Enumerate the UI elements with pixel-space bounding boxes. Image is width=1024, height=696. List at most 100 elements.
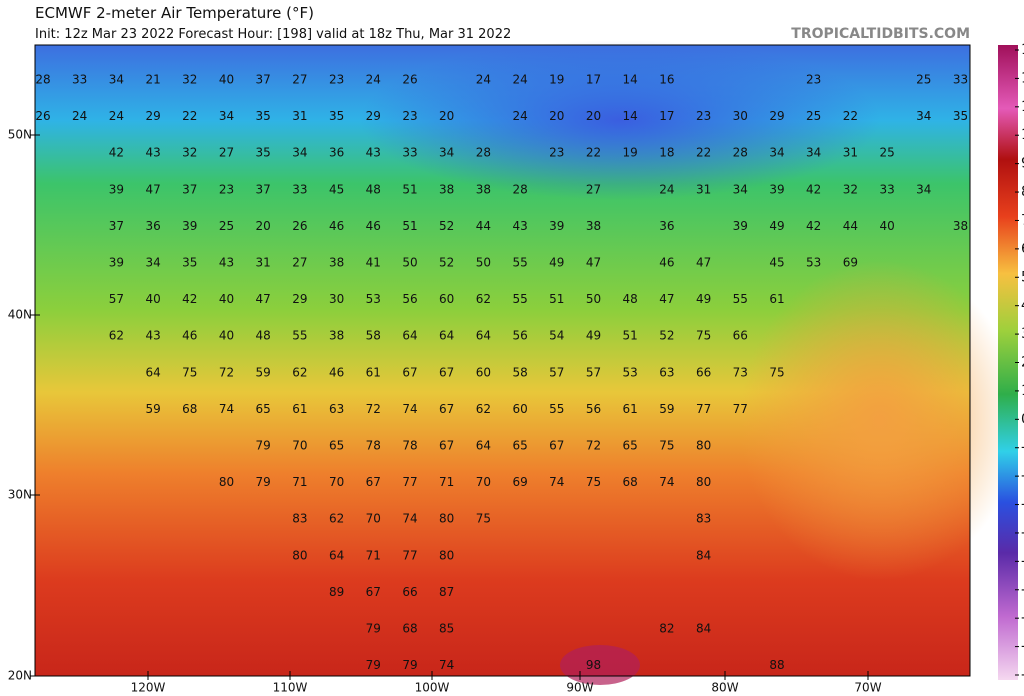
temperature-value: 63 [329, 402, 344, 416]
temperature-value: 40 [219, 292, 234, 306]
lon-label: 90W [566, 681, 593, 695]
colorbar-label: -30 [1021, 497, 1024, 513]
temperature-value: 20 [586, 109, 601, 123]
colorbar-label: -50 [1021, 553, 1024, 569]
temperature-value: 46 [182, 329, 197, 343]
lat-label: 30N [8, 488, 32, 502]
temperature-value: 27 [219, 146, 234, 160]
temperature-value: 65 [623, 439, 638, 453]
temperature-value: 23 [329, 73, 344, 87]
temperature-value: 21 [145, 73, 160, 87]
temperature-value: 67 [366, 585, 381, 599]
temperature-value: 38 [953, 219, 968, 233]
colorbar-label: 10 [1021, 383, 1024, 399]
temperature-value: 69 [843, 256, 858, 270]
temperature-value: 75 [659, 439, 674, 453]
ocean-warm-region [740, 260, 1020, 580]
colorbar-label: 30 [1021, 326, 1024, 342]
colorbar-label: 40 [1021, 298, 1024, 314]
temperature-value: 61 [769, 292, 784, 306]
temperature-value: 79 [402, 658, 417, 672]
temperature-value: 79 [366, 658, 381, 672]
temperature-value: 22 [182, 109, 197, 123]
temperature-value: 80 [439, 512, 454, 526]
lon-label: 80W [711, 681, 738, 695]
temperature-value: 38 [476, 182, 491, 196]
temperature-value: 52 [439, 219, 454, 233]
temperature-value: 34 [769, 146, 784, 160]
temperature-value: 60 [439, 292, 454, 306]
temperature-value: 74 [659, 475, 674, 489]
temperature-value: 56 [512, 329, 527, 343]
temperature-value: 50 [402, 256, 417, 270]
temperature-value: 47 [586, 256, 601, 270]
temperature-value: 49 [696, 292, 711, 306]
temperature-value: 37 [256, 182, 271, 196]
temperature-value: 75 [769, 365, 784, 379]
temperature-value: 40 [219, 73, 234, 87]
temperature-value: 33 [292, 182, 307, 196]
temperature-value: 19 [623, 146, 638, 160]
temperature-value: 25 [806, 109, 821, 123]
temperature-value: 77 [402, 548, 417, 562]
temperature-value: 39 [549, 219, 564, 233]
temperature-value: 79 [256, 439, 271, 453]
temperature-value: 24 [72, 109, 87, 123]
temperature-value: 74 [219, 402, 234, 416]
temperature-value: 20 [549, 109, 564, 123]
temperature-value: 24 [476, 73, 491, 87]
temperature-value: 48 [623, 292, 638, 306]
lat-label: 50N [8, 128, 32, 142]
temperature-value: 72 [219, 365, 234, 379]
temperature-value: 62 [292, 365, 307, 379]
temperature-value: 19 [549, 73, 564, 87]
temperature-value: 80 [292, 548, 307, 562]
temperature-value: 52 [439, 256, 454, 270]
colorbar-label: 80 [1021, 184, 1024, 200]
colorbar-label: -90 [1021, 667, 1024, 683]
temperature-value: 18 [659, 146, 674, 160]
temperature-value: 80 [219, 475, 234, 489]
temperature-value: 38 [329, 329, 344, 343]
temperature-value: 65 [329, 439, 344, 453]
temperature-value: 35 [182, 256, 197, 270]
temperature-value: 32 [182, 73, 197, 87]
temperature-value: 34 [109, 73, 124, 87]
temperature-value: 32 [843, 182, 858, 196]
temperature-value: 46 [366, 219, 381, 233]
temperature-value: 59 [659, 402, 674, 416]
temperature-value: 29 [145, 109, 160, 123]
temperature-value: 70 [292, 439, 307, 453]
temperature-value: 50 [586, 292, 601, 306]
temperature-value: 47 [256, 292, 271, 306]
temperature-value: 39 [733, 219, 748, 233]
temperature-value: 78 [402, 439, 417, 453]
colorbar-label: -80 [1021, 639, 1024, 655]
temperature-value: 30 [733, 109, 748, 123]
temperature-value: 80 [696, 439, 711, 453]
temperature-value: 14 [623, 109, 638, 123]
temperature-value: 42 [806, 219, 821, 233]
temperature-value: 83 [696, 512, 711, 526]
temperature-value: 45 [769, 256, 784, 270]
temperature-value: 34 [733, 182, 748, 196]
temperature-value: 31 [843, 146, 858, 160]
temperature-value: 67 [439, 439, 454, 453]
temperature-value: 26 [292, 219, 307, 233]
temperature-value: 39 [182, 219, 197, 233]
temperature-value: 71 [366, 548, 381, 562]
temperature-value: 60 [476, 365, 491, 379]
temperature-value: 40 [219, 329, 234, 343]
temperature-value: 64 [329, 548, 344, 562]
temperature-value: 64 [476, 439, 491, 453]
temperature-value: 67 [366, 475, 381, 489]
temperature-value: 46 [329, 219, 344, 233]
temperature-value: 51 [623, 329, 638, 343]
temperature-value: 16 [659, 73, 674, 87]
temperature-value: 49 [769, 219, 784, 233]
lon-label: 100W [415, 681, 450, 695]
lon-label: 70W [854, 681, 881, 695]
temperature-value: 64 [145, 365, 160, 379]
temperature-value: 65 [512, 439, 527, 453]
colorbar-label: -60 [1021, 582, 1024, 598]
